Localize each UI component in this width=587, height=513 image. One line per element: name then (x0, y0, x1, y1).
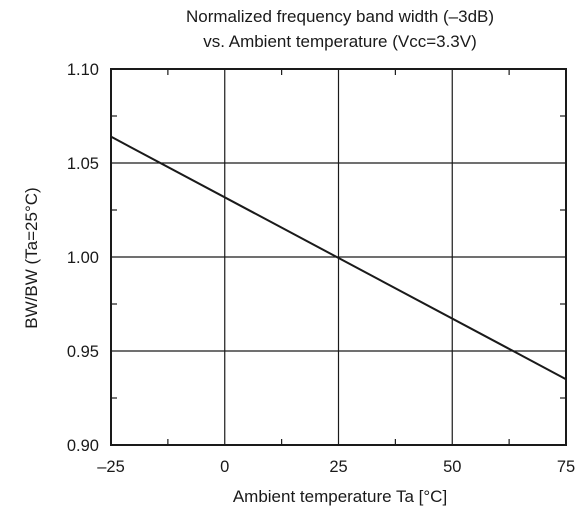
y-tick-labels: 0.90 0.95 1.00 1.05 1.10 (67, 61, 99, 455)
y-tick-label: 1.05 (67, 155, 99, 173)
y-tick-label: 0.95 (67, 343, 99, 361)
chart-title-line-1: Normalized frequency band width (–3dB) (186, 7, 494, 26)
y-tick-label: 0.90 (67, 437, 99, 455)
x-axis-label: Ambient temperature Ta [°C] (233, 487, 447, 506)
x-tick-label: –25 (97, 458, 125, 476)
chart-title-line-2: vs. Ambient temperature (Vcc=3.3V) (203, 32, 477, 51)
x-tick-label: 50 (443, 458, 461, 476)
x-tick-label: 75 (557, 458, 575, 476)
y-axis-label: BW/BW (Ta=25°C) (22, 187, 41, 328)
y-tick-label: 1.00 (67, 249, 99, 267)
y-tick-label: 1.10 (67, 61, 99, 79)
series-line (110, 135, 567, 381)
x-tick-label: 0 (220, 458, 229, 476)
x-tick-labels: –25 0 25 50 75 (97, 458, 575, 476)
x-tick-label: 25 (329, 458, 347, 476)
plot-area-frame (110, 68, 567, 446)
series-lines (110, 135, 567, 381)
